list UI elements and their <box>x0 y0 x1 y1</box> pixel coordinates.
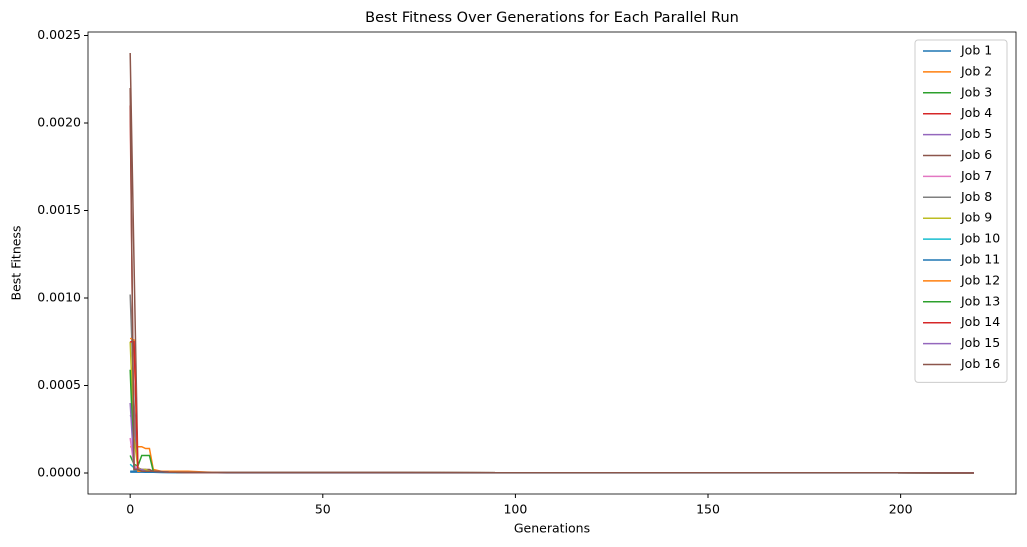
y-tick-label: 0.0005 <box>37 377 81 392</box>
legend-label: Job 7 <box>960 168 992 183</box>
legend-label: Job 15 <box>960 335 1000 350</box>
series-line <box>129 414 974 474</box>
x-tick-label: 100 <box>503 502 527 517</box>
plot-frame <box>87 31 1017 495</box>
series-line <box>129 437 974 474</box>
y-tick-label: 0.0025 <box>37 27 81 42</box>
series-line <box>129 87 974 474</box>
series-line <box>129 369 974 474</box>
legend-label: Job 4 <box>960 105 992 120</box>
x-tick-label: 0 <box>126 502 134 517</box>
legend-label: Job 14 <box>960 314 1000 329</box>
series-line <box>130 446 974 474</box>
legend-label: Job 12 <box>960 272 1000 287</box>
legend-label: Job 2 <box>960 63 992 78</box>
legend-label: Job 6 <box>960 147 992 162</box>
legend-label: Job 3 <box>960 84 992 99</box>
chart-title: Best Fitness Over Generations for Each P… <box>365 10 739 26</box>
series-line <box>130 341 974 474</box>
legend-box <box>914 39 1008 383</box>
y-axis-label: Best Fitness <box>9 226 24 301</box>
series-line <box>129 463 974 474</box>
series-line <box>129 294 974 474</box>
series-line <box>129 337 974 474</box>
legend-label: Job 9 <box>960 210 992 225</box>
series-line <box>129 454 974 474</box>
series-line <box>129 402 974 474</box>
legend-label: Job 8 <box>960 189 992 204</box>
y-tick-label: 0.0015 <box>37 202 81 217</box>
legend-label: Job 5 <box>960 126 992 141</box>
legend-label: Job 1 <box>960 43 992 58</box>
series-line <box>129 52 974 474</box>
legend-label: Job 16 <box>960 356 1000 371</box>
x-tick-label: 200 <box>889 502 913 517</box>
x-tick-label: 150 <box>696 502 720 517</box>
legend-label: Job 13 <box>960 293 1000 308</box>
x-axis-label: Generations <box>514 521 590 536</box>
legend: Job 1 Job 2 Job 3 Job 4 Job 5 Job 6 Job 7 Job 8… <box>914 39 1008 383</box>
series-line <box>129 341 974 474</box>
legend-label: Job 11 <box>960 252 1000 267</box>
y-tick-label: 0.0010 <box>37 290 81 305</box>
y-tick-label: 0.0020 <box>37 115 81 130</box>
series-line <box>129 105 974 474</box>
x-tick-label: 50 <box>315 502 331 517</box>
y-tick-label: 0.0000 <box>37 465 81 480</box>
legend-label: Job 10 <box>960 231 1000 246</box>
